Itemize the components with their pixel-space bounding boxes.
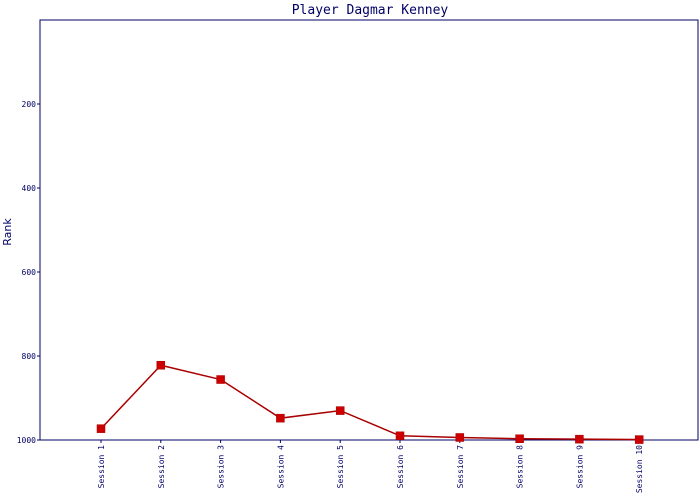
- x-tick-label: Session 6: [396, 445, 405, 489]
- y-axis-ticks: 200 400 600 800 1000: [17, 100, 40, 445]
- data-point: [455, 433, 465, 442]
- data-point: [216, 375, 225, 384]
- x-tick-label: Session 10: [635, 445, 644, 493]
- data-point: [276, 413, 285, 423]
- x-tick-label: Session 4: [276, 445, 285, 489]
- data-point: [395, 431, 405, 441]
- y-tick-label: 400: [22, 184, 37, 193]
- plot-frame: [39, 19, 699, 441]
- y-tick-label: 200: [22, 100, 37, 109]
- chart-title: Player Dagmar Kenney: [292, 3, 449, 18]
- y-axis-label: Rank: [1, 218, 14, 246]
- x-tick-label: Session 1: [97, 445, 106, 489]
- x-tick-label: Session 5: [336, 445, 345, 489]
- y-tick-label: 600: [22, 268, 37, 277]
- x-tick-label: Session 8: [516, 445, 525, 489]
- series-line: [100, 364, 640, 441]
- y-tick-label: 800: [22, 352, 37, 361]
- data-point: [335, 406, 345, 415]
- series-rank: [96, 360, 644, 444]
- x-axis-ticks: Session 1 Session 2 Session 3 Session 4 Sess…: [97, 440, 644, 493]
- x-tick-label: Session 7: [456, 445, 465, 489]
- data-point: [156, 360, 166, 370]
- y-tick-label: 1000: [17, 436, 36, 445]
- x-tick-label: Session 3: [217, 445, 226, 489]
- data-point: [515, 434, 524, 443]
- data-point: [575, 434, 584, 444]
- data-point: [96, 424, 106, 433]
- data-point: [634, 435, 644, 444]
- x-tick-label: Session 9: [575, 445, 584, 489]
- x-tick-label: Session 2: [157, 445, 166, 489]
